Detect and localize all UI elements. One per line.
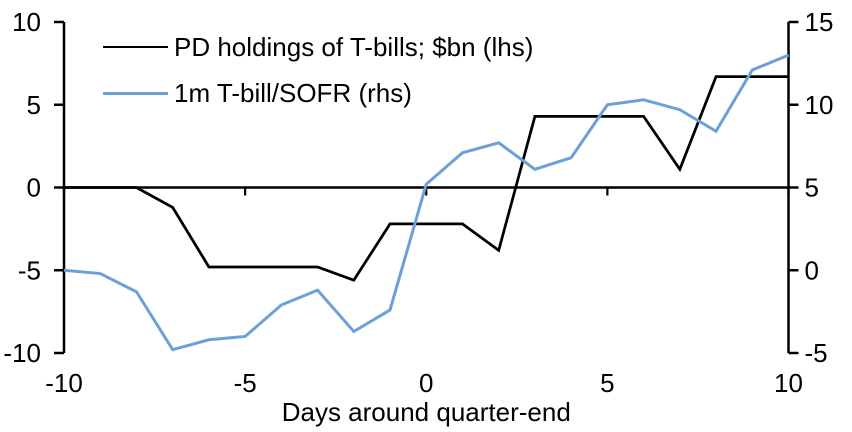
legend-item-1m-tbill-sofr: 1m T-bill/SOFR (rhs) <box>103 79 533 107</box>
x-axis-ticklabel-0: 0 <box>419 368 433 398</box>
left-axis-label--10: -10 <box>3 338 41 368</box>
x-axis-ticklabel--10: -10 <box>45 368 83 398</box>
legend: PD holdings of T-bills; $bn (lhs) 1m T-b… <box>103 33 533 125</box>
left-axis-label-0: 0 <box>27 173 41 203</box>
right-axis-label-5: 5 <box>805 173 819 203</box>
legend-line-swatch-pd-holdings <box>103 45 168 49</box>
legend-label-pd-holdings: PD holdings of T-bills; $bn (lhs) <box>174 32 534 62</box>
series-line-0 <box>64 75 789 282</box>
x-axis-ticklabel-5: 5 <box>600 368 614 398</box>
left-axis-label-5: 5 <box>27 90 41 120</box>
x-axis-ticklabel--5: -5 <box>234 368 257 398</box>
legend-item-pd-holdings: PD holdings of T-bills; $bn (lhs) <box>103 33 533 61</box>
legend-label-1m-tbill-sofr: 1m T-bill/SOFR (rhs) <box>174 78 412 108</box>
right-axis-label--5: -5 <box>805 338 828 368</box>
x-axis-title: Days around quarter-end <box>282 397 571 427</box>
right-axis-label-15: 15 <box>805 7 834 37</box>
left-axis-label--5: -5 <box>18 255 41 285</box>
right-axis-label-10: 10 <box>805 90 834 120</box>
left-axis-label-10: 10 <box>12 7 41 37</box>
series-line-1 <box>63 53 790 352</box>
legend-line-swatch-1m-tbill-sofr <box>103 91 168 95</box>
x-axis-ticklabel-10: 10 <box>774 368 803 398</box>
right-axis-label-0: 0 <box>805 255 819 285</box>
